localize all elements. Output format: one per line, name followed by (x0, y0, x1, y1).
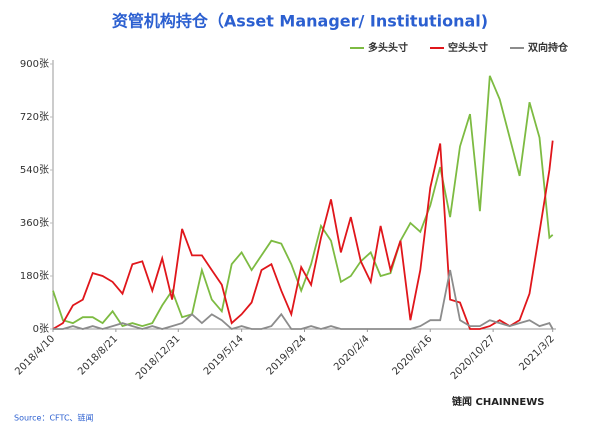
legend-label: 双向持仓 (528, 41, 569, 54)
x-tick-label: 2018/12/31 (134, 333, 183, 382)
x-tick-label: 2019/5/14 (202, 333, 246, 377)
y-tick-label: 900张 (20, 58, 49, 70)
y-tick-label: 720张 (20, 111, 49, 123)
legend-label: 空头头寸 (448, 41, 488, 54)
legend-label: 多头头寸 (368, 41, 408, 54)
series-line (53, 269, 554, 331)
x-tick-label: 2020/10/27 (449, 333, 498, 382)
x-tick-label: 2019/9/24 (265, 333, 309, 377)
source: Source：CFTC、链闻 (14, 413, 94, 423)
y-tick-label: 0张 (33, 323, 49, 335)
x-tick-label: 2020/2/4 (332, 333, 372, 373)
x-tick-label: 2018/8/21 (76, 333, 120, 377)
y-tick-label: 540张 (20, 164, 49, 176)
series-line (52, 140, 554, 330)
series-line (52, 75, 554, 328)
y-tick-label: 180张 (20, 270, 49, 282)
brand: 链闻 CHAINNEWS (451, 395, 544, 408)
x-tick-label: 2020/6/16 (390, 333, 434, 377)
chart-title: 资管机构持仓（Asset Manager/ Institutional) (112, 12, 488, 31)
x-tick-label: 2018/4/10 (13, 333, 57, 377)
y-tick-label: 360张 (20, 217, 49, 229)
x-tick-label: 2021/3/2 (517, 333, 557, 373)
